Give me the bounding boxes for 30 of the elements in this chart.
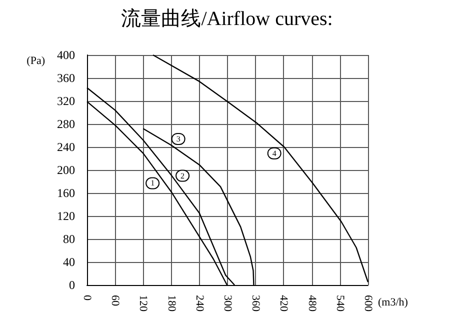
y-tick-label: 200 xyxy=(57,163,75,177)
x-tick-label: 180 xyxy=(165,295,178,312)
y-tick-label: 360 xyxy=(57,71,75,85)
x-tick-label: 600 xyxy=(362,295,374,312)
annotation: 4 xyxy=(272,148,276,158)
x-tick-label: 300 xyxy=(222,295,234,312)
x-tick-label: 360 xyxy=(250,295,262,312)
y-tick-label: 0 xyxy=(69,278,75,292)
x-tick-label: 0 xyxy=(81,295,93,301)
x-tick-label: 120 xyxy=(137,295,150,312)
y-axis-title: (Pa) xyxy=(26,55,46,67)
x-tick-label: 240 xyxy=(193,295,206,312)
y-tick-label: 40 xyxy=(63,255,75,269)
chart-title: 流量曲线/Airflow curves: xyxy=(121,8,333,30)
y-tick-label: 280 xyxy=(57,117,75,131)
y-tick-label: 400 xyxy=(57,48,75,62)
annotation: 1 xyxy=(150,178,155,188)
y-tick-label: 80 xyxy=(63,232,75,246)
x-tick-label: 420 xyxy=(278,295,290,312)
y-tick-label: 120 xyxy=(57,209,75,223)
x-axis-title: (m3/h) xyxy=(378,296,408,308)
x-tick-label: 480 xyxy=(306,295,318,312)
annotation: 2 xyxy=(180,171,185,180)
y-tick-label: 160 xyxy=(57,186,75,200)
x-tick-label: 60 xyxy=(109,295,122,306)
y-tick-label: 320 xyxy=(57,94,75,108)
y-tick-label: 240 xyxy=(57,140,75,154)
line-series xyxy=(152,54,369,283)
annotation: 3 xyxy=(176,134,180,144)
x-tick-label: 540 xyxy=(334,295,346,312)
